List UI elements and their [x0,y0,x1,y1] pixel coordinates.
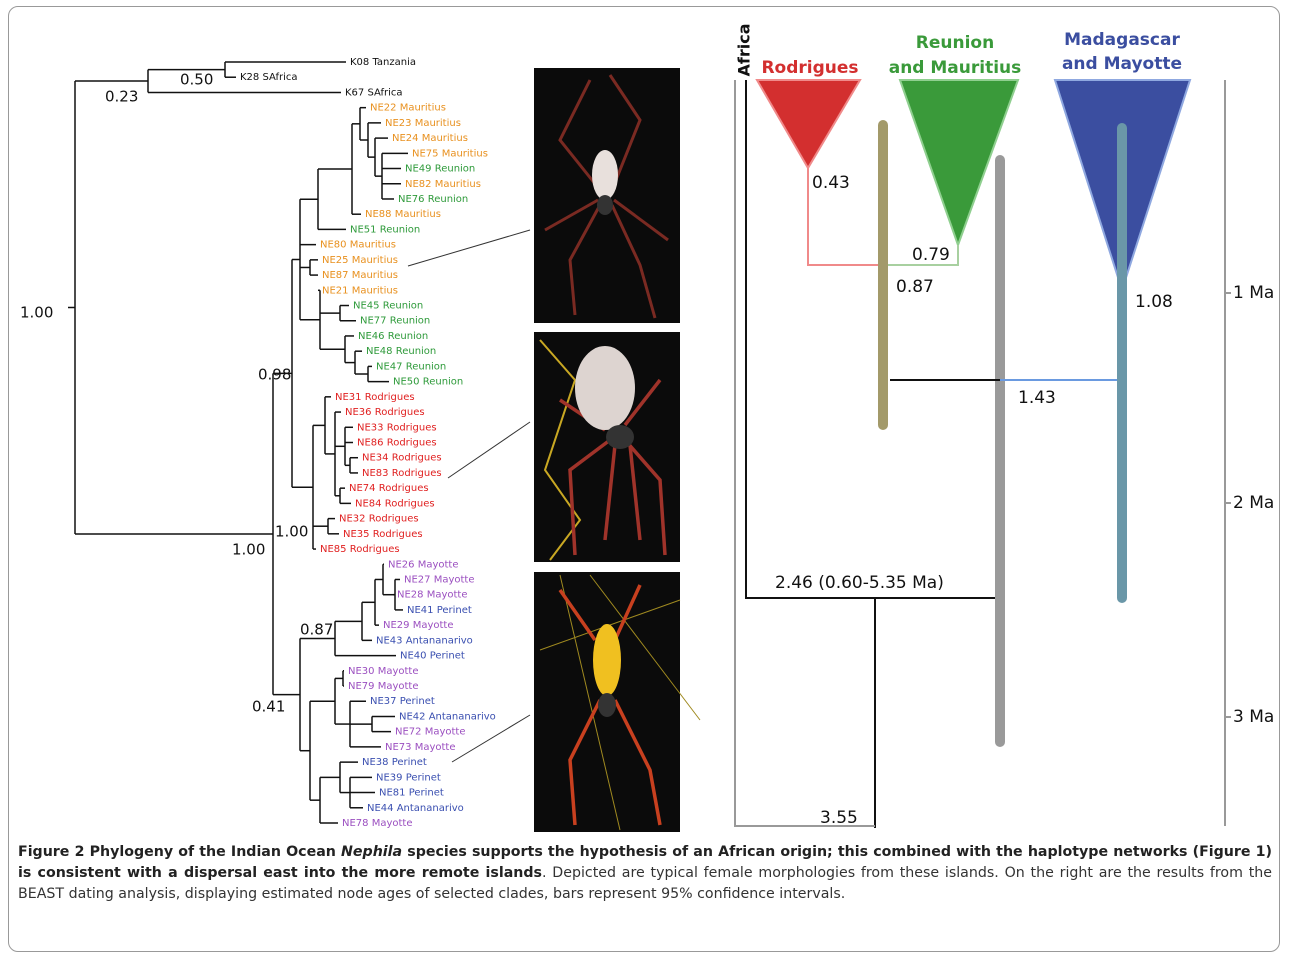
leaf-label: NE51 Reunion [350,224,420,235]
leaf-label: NE23 Mauritius [385,118,461,129]
dating-panel [735,80,1231,828]
leaf-label: NE29 Mayotte [383,620,454,631]
node-age: 1.43 [1018,388,1056,408]
support-value: 0.41 [252,698,285,716]
node-age: 0.79 [912,245,950,265]
support-value: 1.00 [232,541,265,559]
support-value: 0.23 [105,88,138,106]
caption-text: Figure 2 Phylogeny of the Indian Ocean [18,844,341,860]
leaf-label: NE88 Mauritius [365,209,441,220]
leaf-label: NE83 Rodrigues [362,468,442,479]
leaf-label: NE49 Reunion [405,164,475,175]
leaf-label: NE87 Mauritius [322,270,398,281]
leaf-label: NE77 Reunion [360,316,430,327]
leaf-label: NE34 Rodrigues [362,453,442,464]
clade-label: and Mayotte [1062,54,1182,74]
support-value: 0.87 [300,621,333,639]
support-value: 0.98 [258,366,291,384]
leaf-label: NE84 Rodrigues [355,498,435,509]
caption: Figure 2 Phylogeny of the Indian Ocean N… [18,842,1272,905]
support-value: 0.50 [180,71,213,89]
leaf-label: NE22 Mauritius [370,103,446,114]
leaf-label: NE21 Mauritius [322,285,398,296]
support-value: 1.00 [275,523,308,541]
leaf-label: NE39 Perinet [376,772,441,783]
leaf-label: K67 SAfrica [345,87,403,98]
leaf-label: NE38 Perinet [362,757,427,768]
timescale-label: 2 Ma [1233,493,1274,513]
leaf-label: NE36 Rodrigues [345,407,425,418]
timescale-label: 1 Ma [1233,283,1274,303]
leaf-label: NE50 Reunion [393,377,463,388]
africa-label: Africa [735,24,754,77]
caption-text: Nephila [341,844,402,860]
timescale-label: 3 Ma [1233,707,1274,727]
support-value: 1.00 [20,304,53,322]
clade-label: and Mauritius [889,58,1022,78]
leaf-label: NE76 Reunion [398,194,468,205]
leaf-label: NE31 Rodrigues [335,392,415,403]
node-age: 0.87 [896,277,934,297]
clade-label: Madagascar [1064,30,1180,50]
leaf-label: NE32 Rodrigues [339,514,419,525]
leaf-label: NE82 Mauritius [405,179,481,190]
node-age: 2.46 (0.60-5.35 Ma) [775,573,944,593]
leaf-label: NE30 Mayotte [348,666,419,677]
leaf-label: NE73 Mayotte [385,742,456,753]
node-age: 0.43 [812,173,850,193]
leaf-label: NE44 Antananarivo [367,803,464,814]
leaf-label: NE42 Antananarivo [399,711,496,722]
leaf-label: NE37 Perinet [370,696,435,707]
photos [534,68,700,832]
leaf-label: NE45 Reunion [353,301,423,312]
leaf-label: NE43 Antananarivo [376,635,473,646]
clade-label: Rodrigues [761,58,858,78]
leaf-label: NE46 Reunion [358,331,428,342]
leaf-label: NE48 Reunion [366,346,436,357]
node-age: 1.08 [1135,292,1173,312]
leaf-label: K28 SAfrica [240,72,298,83]
leaf-label: NE41 Perinet [407,605,472,616]
leaf-label: NE78 Mayotte [342,818,413,829]
leaf-label: NE86 Rodrigues [357,438,437,449]
page: Africa Rodrigues Reunion and Mauritius M… [0,0,1290,960]
leaf-label: NE26 Mayotte [388,559,459,570]
leaf-label: NE74 Rodrigues [349,483,429,494]
leaf-label: NE47 Reunion [376,361,446,372]
figure: Africa Rodrigues Reunion and Mauritius M… [0,0,1290,840]
clade-label: Reunion [916,33,994,53]
leaf-label: NE35 Rodrigues [343,529,423,540]
leaf-label: NE40 Perinet [400,651,465,662]
leaf-label: NE33 Rodrigues [357,422,437,433]
leaf-label: NE27 Mayotte [404,574,475,585]
leaf-label: NE25 Mauritius [322,255,398,266]
leaf-label: NE80 Mauritius [320,240,396,251]
leaf-label: NE75 Mauritius [412,148,488,159]
leaf-label: NE72 Mayotte [395,727,466,738]
leader-lines [408,230,530,762]
leaf-label: NE24 Mauritius [392,133,468,144]
node-age: 3.55 [820,808,858,828]
leaf-label: NE81 Perinet [379,788,444,799]
leaf-label: K08 Tanzania [350,57,416,68]
phylogeny: K08 Tanzania K28 SAfrica K67 SAfrica NE22 M… [20,57,496,829]
leaf-label: NE28 Mayotte [397,590,468,601]
leaf-label: NE85 Rodrigues [320,544,400,555]
leaf-label: NE79 Mayotte [348,681,419,692]
